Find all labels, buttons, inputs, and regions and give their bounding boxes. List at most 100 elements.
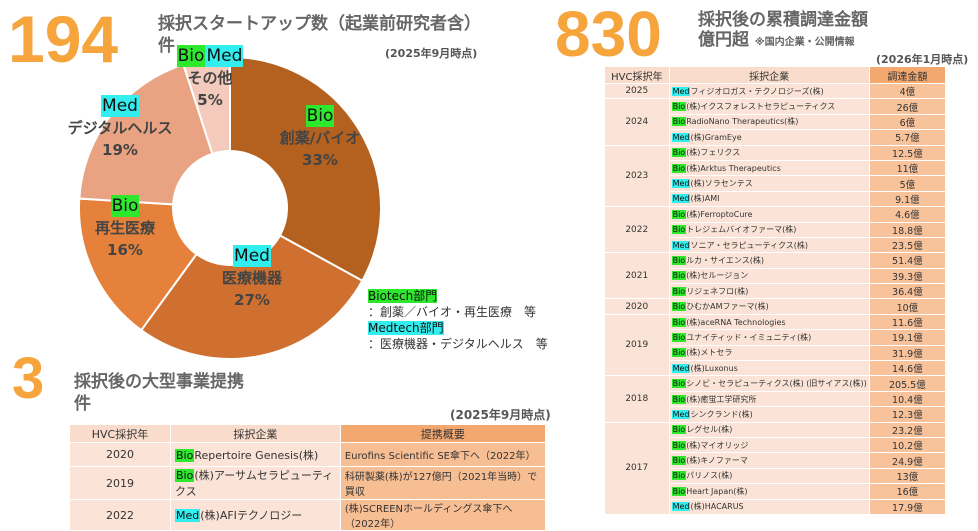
bio-tag: Bio bbox=[176, 45, 206, 67]
alliance-table: HVC採択年 採択企業 提携概要 2020 BioRepertoire Genesi… bbox=[69, 424, 546, 531]
amount-cell: 51.4億 bbox=[869, 253, 945, 268]
company-name: Heart Japan(株) bbox=[686, 486, 748, 496]
company-cell: Bio(株)メトセラ bbox=[669, 345, 869, 361]
bio-tag: Bio bbox=[671, 456, 687, 466]
col-amount: 調達金額 bbox=[869, 67, 945, 83]
year-cell: 2019 bbox=[605, 314, 669, 376]
slice-value: 33% bbox=[302, 151, 338, 169]
table-row: Med(株)HACARUS 17.9億 bbox=[605, 499, 945, 514]
bio-tag: Bio bbox=[671, 148, 687, 158]
funding-title: 採択後の累積調達金額 bbox=[698, 10, 868, 30]
slice-name: 再生医療 bbox=[94, 219, 155, 237]
table-row: 2024 Bio(株)イクスフォレストセラピューティクス 26億 bbox=[605, 99, 945, 145]
bio-tag: Bio bbox=[175, 469, 195, 482]
table-row: Medソニア・セラピューティクス(株) 23.5億 bbox=[605, 237, 945, 253]
bio-tag: Bio bbox=[671, 425, 687, 435]
table-row: Bio(株)マイオリッジ 10.2億 bbox=[605, 437, 945, 453]
company-name: (株)aceRNA Technologies bbox=[686, 317, 786, 327]
table-row: Bio(株)キノファーマ 24.9億 bbox=[605, 453, 945, 468]
slice-label: Med デジタルヘルス 19% bbox=[60, 95, 180, 161]
amount-cell: 23.2億 bbox=[869, 422, 945, 437]
company-cell: Medソニア・セラピューティクス(株) bbox=[669, 237, 869, 253]
company-name: ユナイティッド・イミュニティ(株) bbox=[686, 332, 812, 342]
bio-tag: Bio bbox=[671, 302, 687, 312]
bio-tag: Bio bbox=[175, 448, 195, 462]
col-summary: 提携概要 bbox=[340, 425, 545, 442]
company-cell: Bioレグセル(株) bbox=[669, 422, 869, 437]
table-row: Bio(株)Arktus Therapeutics 11億 bbox=[605, 160, 945, 176]
company-cell: Bioユナイティッド・イミュニティ(株) bbox=[669, 330, 869, 345]
company-cell: Med(株)AFIテクノロジー bbox=[171, 500, 340, 530]
table-row: Bio(株)セルージョン 39.3億 bbox=[605, 268, 945, 284]
legend: Biotech部門 ：創薬／バイオ・再生医療 等 Medtech部門 ：医療機器… bbox=[368, 288, 548, 352]
bio-tag: Bio bbox=[671, 486, 687, 496]
slice-label: Bio 再生医療 16% bbox=[65, 195, 185, 261]
company-name: フィジオロガス・テクノロジーズ(株) bbox=[690, 86, 824, 96]
year-cell: 2019 bbox=[70, 467, 170, 499]
bio-tag: Bio bbox=[305, 105, 335, 127]
company-cell: Bio(株)FerroptoCure bbox=[669, 207, 869, 222]
company-name: ルカ・サイエンス(株) bbox=[686, 255, 764, 265]
bio-tag: Bio bbox=[671, 271, 687, 281]
funding-as-of: (2026年1月時点) bbox=[876, 53, 969, 66]
bio-tag: Bio bbox=[671, 209, 687, 219]
company-cell: Bioリジェネフロ(株) bbox=[669, 284, 869, 299]
slice-value: 19% bbox=[102, 141, 138, 159]
company-cell: Bioルカ・サイエンス(株) bbox=[669, 253, 869, 268]
year-cell: 2021 bbox=[605, 253, 669, 299]
amount-cell: 26億 bbox=[869, 99, 945, 114]
year-cell: 2022 bbox=[70, 500, 170, 530]
company-name: (株)癒蛍工学研究所 bbox=[686, 394, 757, 404]
table-row: 2019 Bio(株)アーサムセラピューティクス 科研製薬(株)が127億円（202… bbox=[70, 467, 545, 499]
company-cell: Medシンクランド(株) bbox=[669, 407, 869, 422]
amount-cell: 5.7億 bbox=[869, 130, 945, 145]
bio-tag: Bio bbox=[671, 255, 687, 265]
company-name: (株)ソラセンテス bbox=[690, 179, 753, 189]
company-cell: Bioトレジェムバイオファーマ(株) bbox=[669, 222, 869, 237]
slice-name: 創薬/バイオ bbox=[279, 129, 361, 147]
startup-title: 採択スタートアップ数（起業前研究者含） bbox=[158, 14, 481, 34]
company-cell: Medフィジオロガス・テクノロジーズ(株) bbox=[669, 84, 869, 99]
bio-tag: Bio bbox=[671, 379, 687, 389]
amount-cell: 9.1億 bbox=[869, 191, 945, 207]
slice-value: 16% bbox=[107, 241, 143, 259]
company-cell: BioひむかAMファーマ(株) bbox=[669, 299, 869, 314]
slice-label: Bio 創薬/バイオ 33% bbox=[260, 105, 380, 171]
table-row: Bioトレジェムバイオファーマ(株) 18.8億 bbox=[605, 222, 945, 237]
pie-slice bbox=[78, 63, 214, 206]
company-cell: Bio(株)フェリクス bbox=[669, 145, 869, 160]
alliance-count: 3 bbox=[12, 346, 45, 411]
bio-tag: Bio bbox=[671, 163, 687, 173]
bio-tag: Bio bbox=[671, 317, 687, 327]
year-cell: 2023 bbox=[605, 145, 669, 207]
year-cell: 2020 bbox=[70, 443, 170, 466]
company-name: (株)AMI bbox=[690, 194, 720, 204]
company-name: (株)キノファーマ bbox=[686, 456, 748, 466]
amount-cell: 16億 bbox=[869, 484, 945, 499]
med-tag: Med bbox=[671, 194, 691, 204]
table-row: 2022 Bio(株)FerroptoCure 4.6億 bbox=[605, 207, 945, 253]
summary-cell: (株)SCREENホールディングス傘下へ（2022年） bbox=[340, 500, 545, 530]
amount-cell: 39.3億 bbox=[869, 268, 945, 284]
slice-label: Med 医療機器 27% bbox=[192, 245, 312, 311]
med-tag: Med bbox=[101, 95, 139, 117]
company-cell: Bio(株)イクスフォレストセラピューティクス bbox=[669, 99, 869, 114]
amount-cell: 12.3億 bbox=[869, 407, 945, 422]
table-row: 2019 Bio(株)aceRNA Technologies 11.6億 bbox=[605, 314, 945, 376]
table-row: 2022 Med(株)AFIテクノロジー (株)SCREENホールディングス傘下へ（… bbox=[70, 500, 545, 530]
company-cell: Bio(株)セルージョン bbox=[669, 268, 869, 284]
table-row: Bio(株)癒蛍工学研究所 10.4億 bbox=[605, 391, 945, 407]
bio-tag: Bio bbox=[671, 394, 687, 404]
startup-unit: 件 bbox=[158, 36, 175, 56]
company-name: (株)イクスフォレストセラピューティクス bbox=[686, 102, 836, 112]
year-cell: 2020 bbox=[605, 299, 669, 314]
amount-cell: 205.5億 bbox=[869, 376, 945, 391]
alliance-as-of: (2025年9月時点) bbox=[450, 408, 551, 422]
company-name: ひむかAMファーマ(株) bbox=[686, 302, 769, 312]
funding-note: ※国内企業・公開情報 bbox=[754, 37, 855, 48]
company-name: (株)アーサムセラピューティクス bbox=[175, 469, 334, 498]
med-tag: Med bbox=[205, 45, 244, 67]
amount-cell: 19.1億 bbox=[869, 330, 945, 345]
bio-tag: Bio bbox=[671, 117, 687, 127]
company-cell: Med(株)Luxonus bbox=[669, 361, 869, 376]
